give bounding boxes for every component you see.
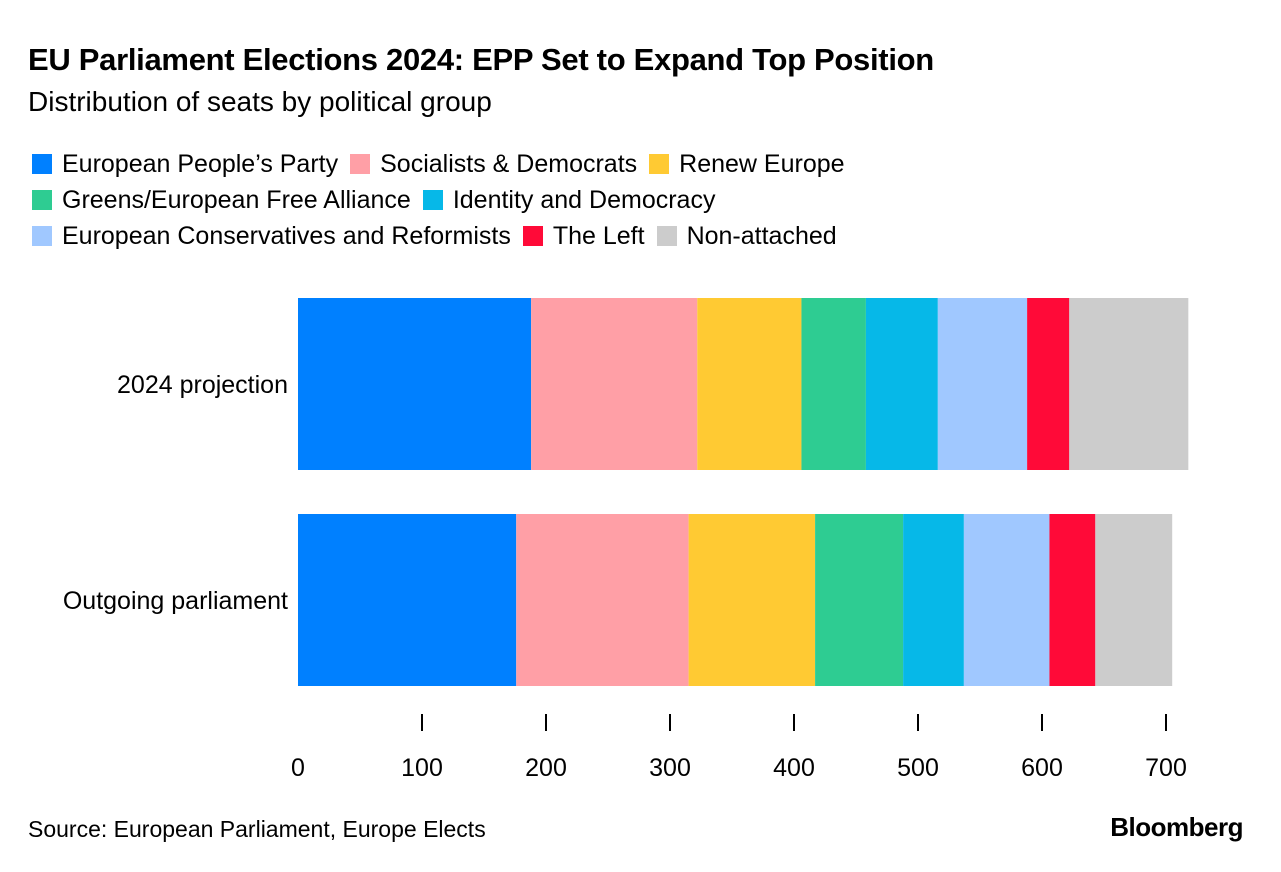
bar-segment: [531, 298, 698, 470]
legend-swatch: [422, 190, 443, 210]
legend-label: Identity and Democracy: [452, 185, 716, 214]
bar-segment: [1095, 514, 1173, 686]
legend-label: European Conservatives and Reformists: [62, 221, 511, 250]
category-label: Outgoing parliament: [63, 587, 288, 615]
legend-swatch: [32, 226, 52, 246]
category-label: 2024 projection: [117, 371, 288, 399]
bar-segment: [298, 298, 532, 470]
x-tick-label: 700: [1145, 754, 1187, 782]
x-tick-label: 100: [401, 754, 443, 782]
legend-swatch: [32, 154, 52, 174]
x-tick-label: 400: [773, 754, 815, 782]
bar-segment: [1069, 298, 1189, 470]
x-tick-label: 600: [1021, 754, 1063, 782]
bloomberg-logo: Bloomberg: [1110, 812, 1243, 842]
legend-item: The Left: [522, 221, 645, 251]
bar-segment: [801, 298, 866, 470]
legend-item: Socialists & Democrats: [350, 150, 637, 179]
bar-segment: [1049, 514, 1096, 686]
legend-item: Non-attached: [656, 221, 837, 251]
bar-segment: [903, 514, 964, 686]
legend-label: European People’s Party: [62, 149, 339, 178]
chart-subtitle: Distribution of seats by political group: [28, 86, 492, 117]
legend-swatch: [32, 190, 52, 210]
bar-segment: [865, 298, 938, 470]
x-tick-label: 200: [525, 754, 567, 782]
legend-label: Socialists & Democrats: [380, 149, 638, 178]
legend-row: European Conservatives and Reformists The…: [32, 218, 1032, 254]
legend: European People’s Party Socialists & Demo…: [32, 146, 1032, 254]
bar-segment: [1027, 298, 1070, 470]
x-tick-label: 300: [649, 754, 691, 782]
bar-segment: [697, 298, 802, 470]
legend-item: Greens/European Free Alliance: [32, 186, 411, 215]
legend-row: Greens/European Free Alliance Identity an…: [32, 182, 1032, 218]
bar-segment: [688, 514, 816, 686]
legend-row: European People’s Party Socialists & Demo…: [32, 146, 1032, 182]
legend-item: European Conservatives and Reformists: [32, 222, 511, 251]
bar-segment: [516, 514, 689, 686]
legend-label: Renew Europe: [679, 149, 845, 178]
source-note: Source: European Parliament, Europe Elec…: [28, 816, 486, 842]
chart-title: EU Parliament Elections 2024: EPP Set to…: [28, 42, 934, 77]
bar-segment: [937, 298, 1028, 470]
legend-item: Renew Europe: [649, 149, 845, 179]
bar-segment: [815, 514, 904, 686]
legend-label: Non-attached: [686, 221, 837, 250]
x-tick-label: 0: [291, 754, 305, 782]
legend-swatch: [649, 154, 670, 174]
legend-swatch: [656, 226, 677, 246]
legend-label: The Left: [552, 221, 645, 250]
legend-swatch: [350, 154, 371, 174]
bar-segment: [963, 514, 1050, 686]
x-tick-label: 500: [897, 754, 939, 782]
legend-item: European People’s Party: [32, 150, 338, 179]
legend-item: Identity and Democracy: [422, 185, 716, 215]
legend-label: Greens/European Free Alliance: [62, 185, 411, 214]
legend-swatch: [522, 226, 543, 246]
bar-segment: [298, 514, 517, 686]
